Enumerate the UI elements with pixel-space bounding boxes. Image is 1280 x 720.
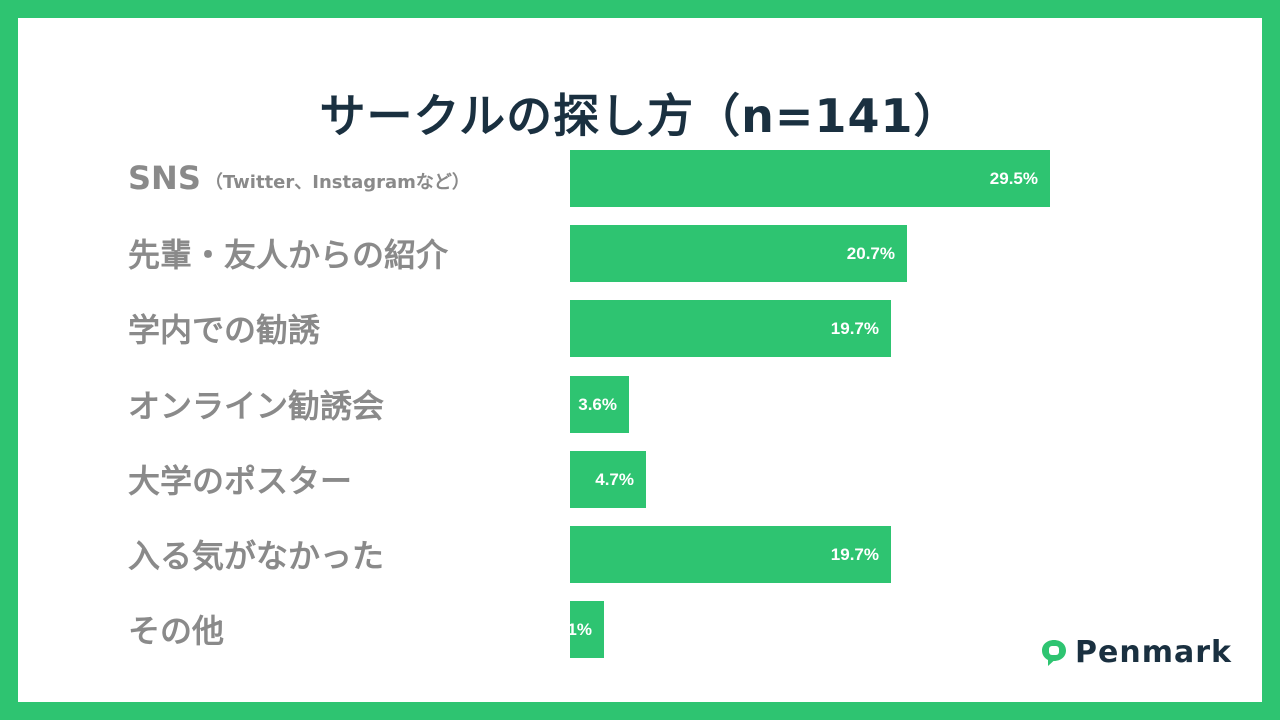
bar: 29.5% [570, 150, 1050, 207]
chart-title: サークルの探し方（n=141） [319, 89, 961, 143]
category-label-main: 入る気がなかった [128, 537, 385, 575]
category-label-main: オンライン勧誘会 [128, 387, 385, 425]
category-label: 大学のポスター [128, 451, 352, 507]
category-label: その他 [128, 601, 224, 657]
bar: 2.1% [553, 601, 604, 658]
category-label: 先輩・友人からの紹介 [128, 225, 448, 281]
category-label: オンライン勧誘会 [128, 376, 384, 432]
bar-value-label: 19.7% [830, 318, 879, 338]
category-label: SNS （Twitter、Instagramなど） [128, 150, 470, 206]
category-label-main: SNS [128, 159, 201, 197]
bar-value-label: 29.5% [989, 168, 1038, 188]
category-label-sub: （Twitter、Instagramなど） [204, 172, 470, 193]
category-label-main: 学内での勧誘 [128, 311, 321, 349]
chart-frame: サークルの探し方（n=141） SNS （Twitter、Instagramなど）… [18, 18, 1262, 702]
bar-chart: SNS （Twitter、Instagramなど） 29.5% 先輩・友人からの紹介 2… [18, 18, 1262, 702]
bar: 19.7% [570, 526, 891, 583]
brand-logo: Penmark [1041, 635, 1232, 670]
bar: 3.6% [570, 376, 629, 433]
brand-name: Penmark [1075, 635, 1232, 670]
bar-value-label: 20.7% [846, 243, 895, 263]
bar-value-label: 4.7% [595, 469, 634, 489]
bar-value-label: 2.1% [553, 619, 592, 639]
category-label-main: 大学のポスター [128, 462, 353, 500]
speech-bubble-logo-icon [1042, 639, 1067, 666]
category-label-main: 先輩・友人からの紹介 [128, 236, 449, 274]
category-label-main: その他 [128, 612, 225, 650]
bar: 4.7% [570, 451, 646, 508]
bar-value-label: 19.7% [830, 544, 879, 564]
bar: 20.7% [570, 225, 907, 282]
bar: 19.7% [570, 300, 891, 357]
category-label: 入る気がなかった [128, 526, 384, 582]
category-label: 学内での勧誘 [128, 300, 320, 356]
bar-value-label: 3.6% [578, 394, 617, 414]
